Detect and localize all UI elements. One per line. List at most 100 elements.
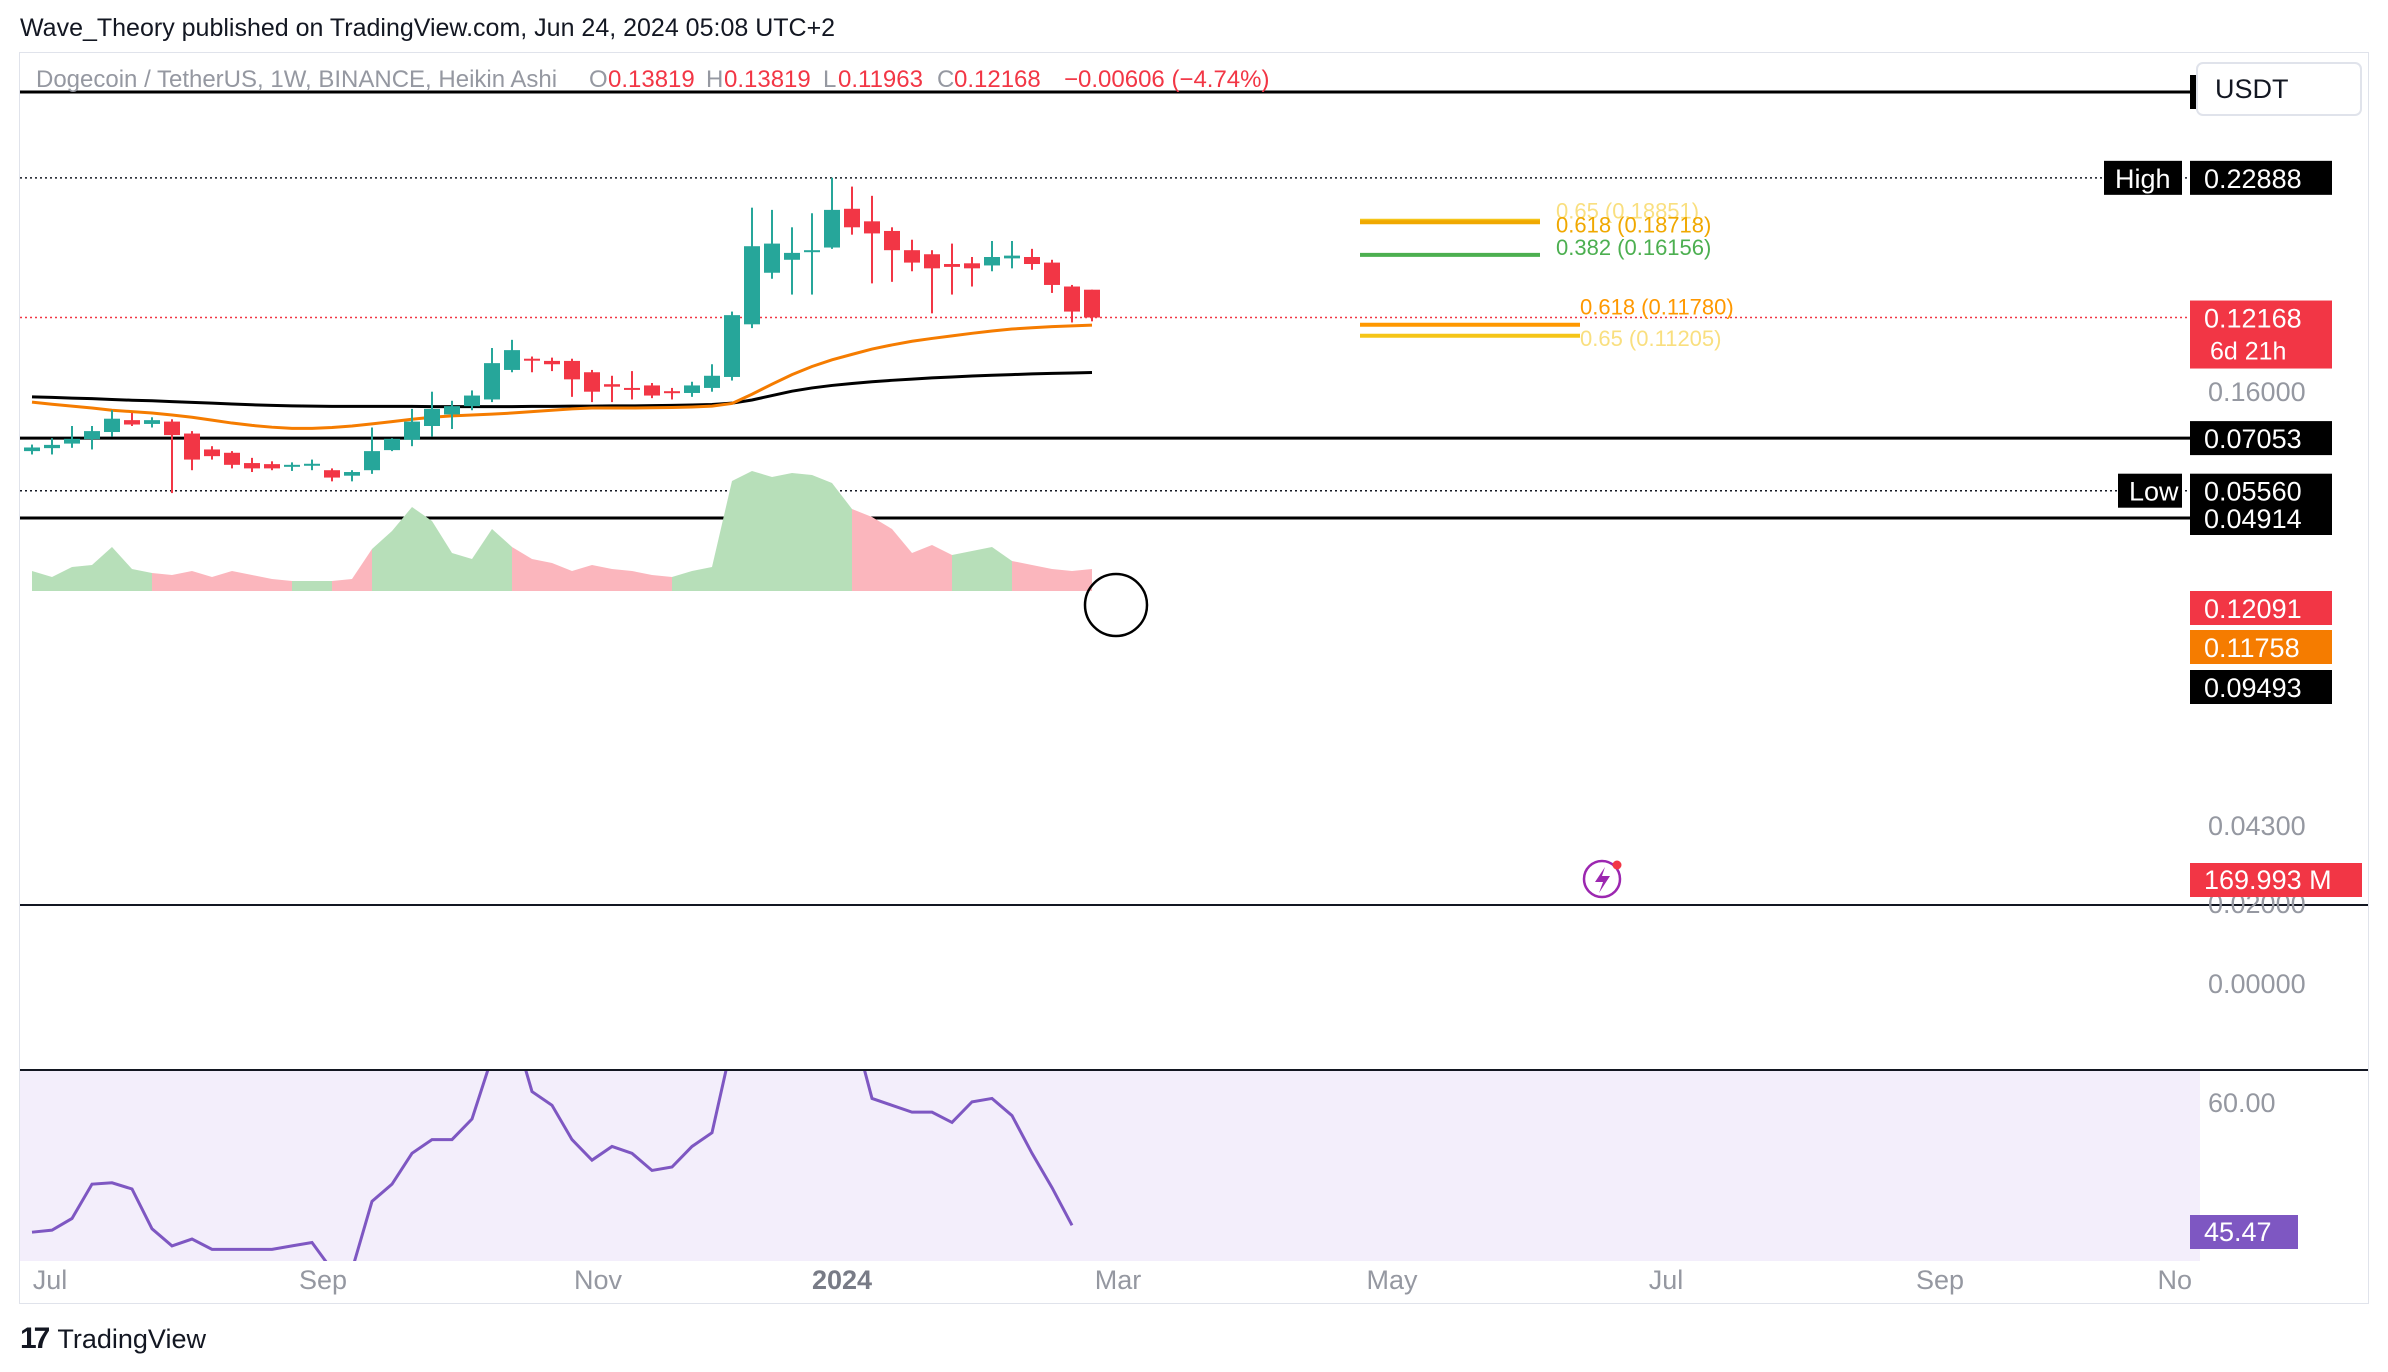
- candle-body: [244, 463, 260, 469]
- ma50-line: [31, 323, 1093, 430]
- volume-segment: [852, 509, 872, 591]
- volume-indicator-icon[interactable]: [1582, 859, 1622, 899]
- candle-body: [704, 375, 720, 388]
- low-line-tag: [2118, 473, 2182, 508]
- volume-segment: [412, 507, 432, 591]
- volume-segment: [152, 573, 172, 591]
- legend-change: −0.00606 (−4.74%): [1064, 66, 1270, 93]
- candle-body: [684, 385, 700, 393]
- candle-body: [664, 391, 680, 394]
- volume-segment: [652, 575, 672, 591]
- volume-segment: [672, 571, 692, 591]
- volume-segment: [1052, 569, 1072, 591]
- macd-histogram-bar: [763, 638, 781, 653]
- volume-segment: [792, 473, 812, 591]
- macd-histogram-bar: [223, 653, 241, 655]
- macd-histogram-bar: [843, 634, 861, 653]
- currency-button[interactable]: USDT: [2196, 62, 2362, 116]
- macd-histogram-bar: [383, 652, 401, 654]
- publisher-header: Wave_Theory published on TradingView.com…: [20, 14, 836, 42]
- rsi-band: [20, 1071, 2200, 1261]
- candle-body: [204, 449, 220, 457]
- macd-histogram-bar: [63, 652, 81, 654]
- legend-close-label: C: [937, 66, 954, 93]
- macd-histogram-bar: [583, 651, 601, 653]
- macd-histogram-bar: [43, 652, 61, 654]
- chart-frame[interactable]: 0.65 (0.18851) 0.618 (0.18718) 0.382 (0.16…: [19, 52, 2369, 1304]
- macd-histogram-bar: [703, 653, 721, 655]
- macd-histogram-bar: [483, 647, 501, 653]
- candle-body: [424, 408, 440, 426]
- volume-segment: [232, 571, 252, 591]
- current-price-badge: [2190, 300, 2332, 369]
- macd-histogram-bar: [743, 642, 761, 653]
- macd-histogram-bar: [563, 650, 581, 653]
- chart-canvas[interactable]: 0.65 (0.18851)0.618 (0.18718)0.382 (0.16…: [20, 53, 2368, 1303]
- candle-body: [24, 447, 40, 452]
- macd-histogram-bar: [203, 653, 221, 655]
- macd-histogram-bar: [963, 653, 981, 655]
- current-price-badge-label: 0.12168: [2204, 304, 2302, 334]
- legend-open-label: O: [589, 66, 608, 93]
- volume-segment: [352, 549, 372, 591]
- volume-segment: [972, 547, 992, 591]
- candle-body: [1024, 256, 1040, 265]
- macd-histogram-bar: [983, 653, 1001, 655]
- candle-body: [504, 350, 520, 370]
- candle-body: [164, 421, 180, 436]
- macd-histogram-bar: [463, 648, 481, 653]
- badge-0-11758-label: 0.11758: [2204, 633, 2300, 663]
- candle-body: [324, 470, 340, 478]
- candle-body: [604, 384, 620, 387]
- macd-histogram-bar: [363, 653, 381, 655]
- candle-body: [544, 360, 560, 365]
- candle-body: [224, 452, 240, 465]
- x-axis-tick-label: Sep: [299, 1265, 347, 1295]
- macd-axis-label: 0.00000: [2208, 969, 2306, 999]
- candle-body: [344, 472, 360, 476]
- rsi-axis-label: 60.00: [2208, 1088, 2276, 1118]
- volume-segment: [752, 471, 772, 591]
- candle-body: [1044, 262, 1060, 285]
- macd-histogram-bar: [1023, 653, 1041, 656]
- candle-body: [884, 230, 900, 251]
- crossover-circle: [1083, 572, 1149, 638]
- x-axis-tick-label: Jul: [33, 1265, 68, 1295]
- macd-histogram-bar: [523, 648, 541, 653]
- volume-segment: [692, 567, 712, 591]
- macd-histogram-bar: [683, 653, 701, 655]
- x-axis-tick-label: Nov: [574, 1265, 623, 1295]
- support-0-04914-badge-label: 0.04914: [2204, 504, 2302, 534]
- volume-segment: [552, 563, 572, 591]
- support-0-07053-badge-label: 0.07053: [2204, 424, 2302, 454]
- macd-histogram-bar: [1003, 653, 1021, 655]
- macd-histogram-bar: [883, 642, 901, 653]
- candle-body: [944, 264, 960, 267]
- volume-segment: [332, 579, 352, 591]
- legend-high-label: H: [706, 66, 723, 93]
- support-0-07053-badge: [2190, 421, 2332, 456]
- candle-body: [1064, 286, 1080, 312]
- volume-segment: [992, 547, 1012, 591]
- macd-histogram-bar: [803, 633, 821, 653]
- macd-histogram-bar: [283, 653, 301, 655]
- macd-histogram-bar: [163, 652, 181, 654]
- candle-body: [1084, 289, 1100, 318]
- macd-histogram-bar: [1043, 653, 1061, 658]
- volume-segment: [372, 531, 392, 591]
- fib-0-618-label: 0.618 (0.18718): [1556, 212, 1711, 237]
- volume-segment: [72, 565, 92, 591]
- volume-segment: [932, 545, 952, 591]
- volume-segment: [132, 569, 152, 591]
- volume-segment: [572, 565, 592, 591]
- candle-body: [904, 250, 920, 263]
- volume-segment: [712, 481, 732, 591]
- macd-histogram-bar: [503, 647, 521, 653]
- macd-histogram-bar: [1083, 653, 1101, 663]
- macd-histogram-bar: [723, 649, 741, 653]
- candle-body: [924, 254, 940, 269]
- footer-brand: TradingView: [57, 1323, 206, 1354]
- price-axis-label: 0.04300: [2208, 811, 2306, 841]
- rsi-line: [31, 1071, 1074, 1261]
- macd-signal-line: [32, 610, 1092, 656]
